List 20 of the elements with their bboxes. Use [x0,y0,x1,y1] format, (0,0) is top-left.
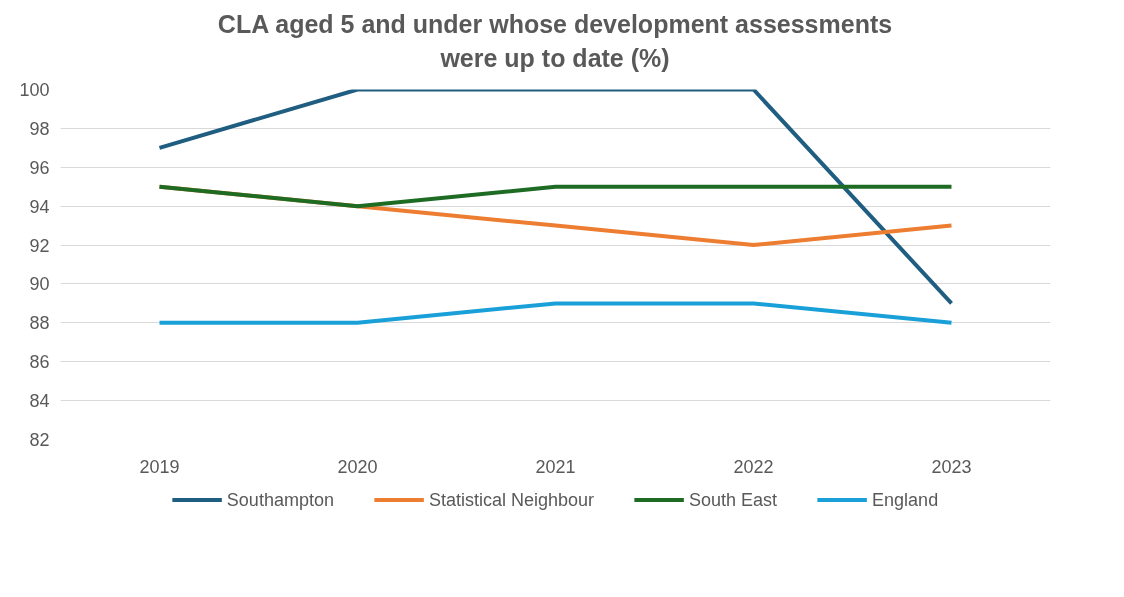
legend-label: South East [689,489,778,510]
y-tick-label: 86 [29,351,50,372]
y-tick-label: 100 [19,79,50,100]
legend-label: Statistical Neighbour [428,489,595,510]
x-tick-label: 2020 [337,456,378,476]
x-tick-label: 2022 [733,456,774,476]
y-tick-label: 96 [29,157,50,178]
y-tick-label: 98 [29,118,50,139]
chart-title: CLA aged 5 and under whose development assessments were up to date (%) [217,9,893,74]
x-tick-label: 2019 [139,456,180,476]
y-tick-label: 88 [29,312,50,333]
y-tick-label: 94 [29,196,50,217]
legend-label: England [872,489,939,510]
y-tick-label: 84 [29,390,50,411]
x-tick-label: 2021 [535,456,576,476]
legend-label: Southampton [226,489,334,510]
y-tick-label: 92 [29,235,50,256]
x-tick-label: 2023 [931,456,972,476]
y-tick-label: 90 [29,273,50,294]
y-tick-label: 82 [29,429,50,450]
